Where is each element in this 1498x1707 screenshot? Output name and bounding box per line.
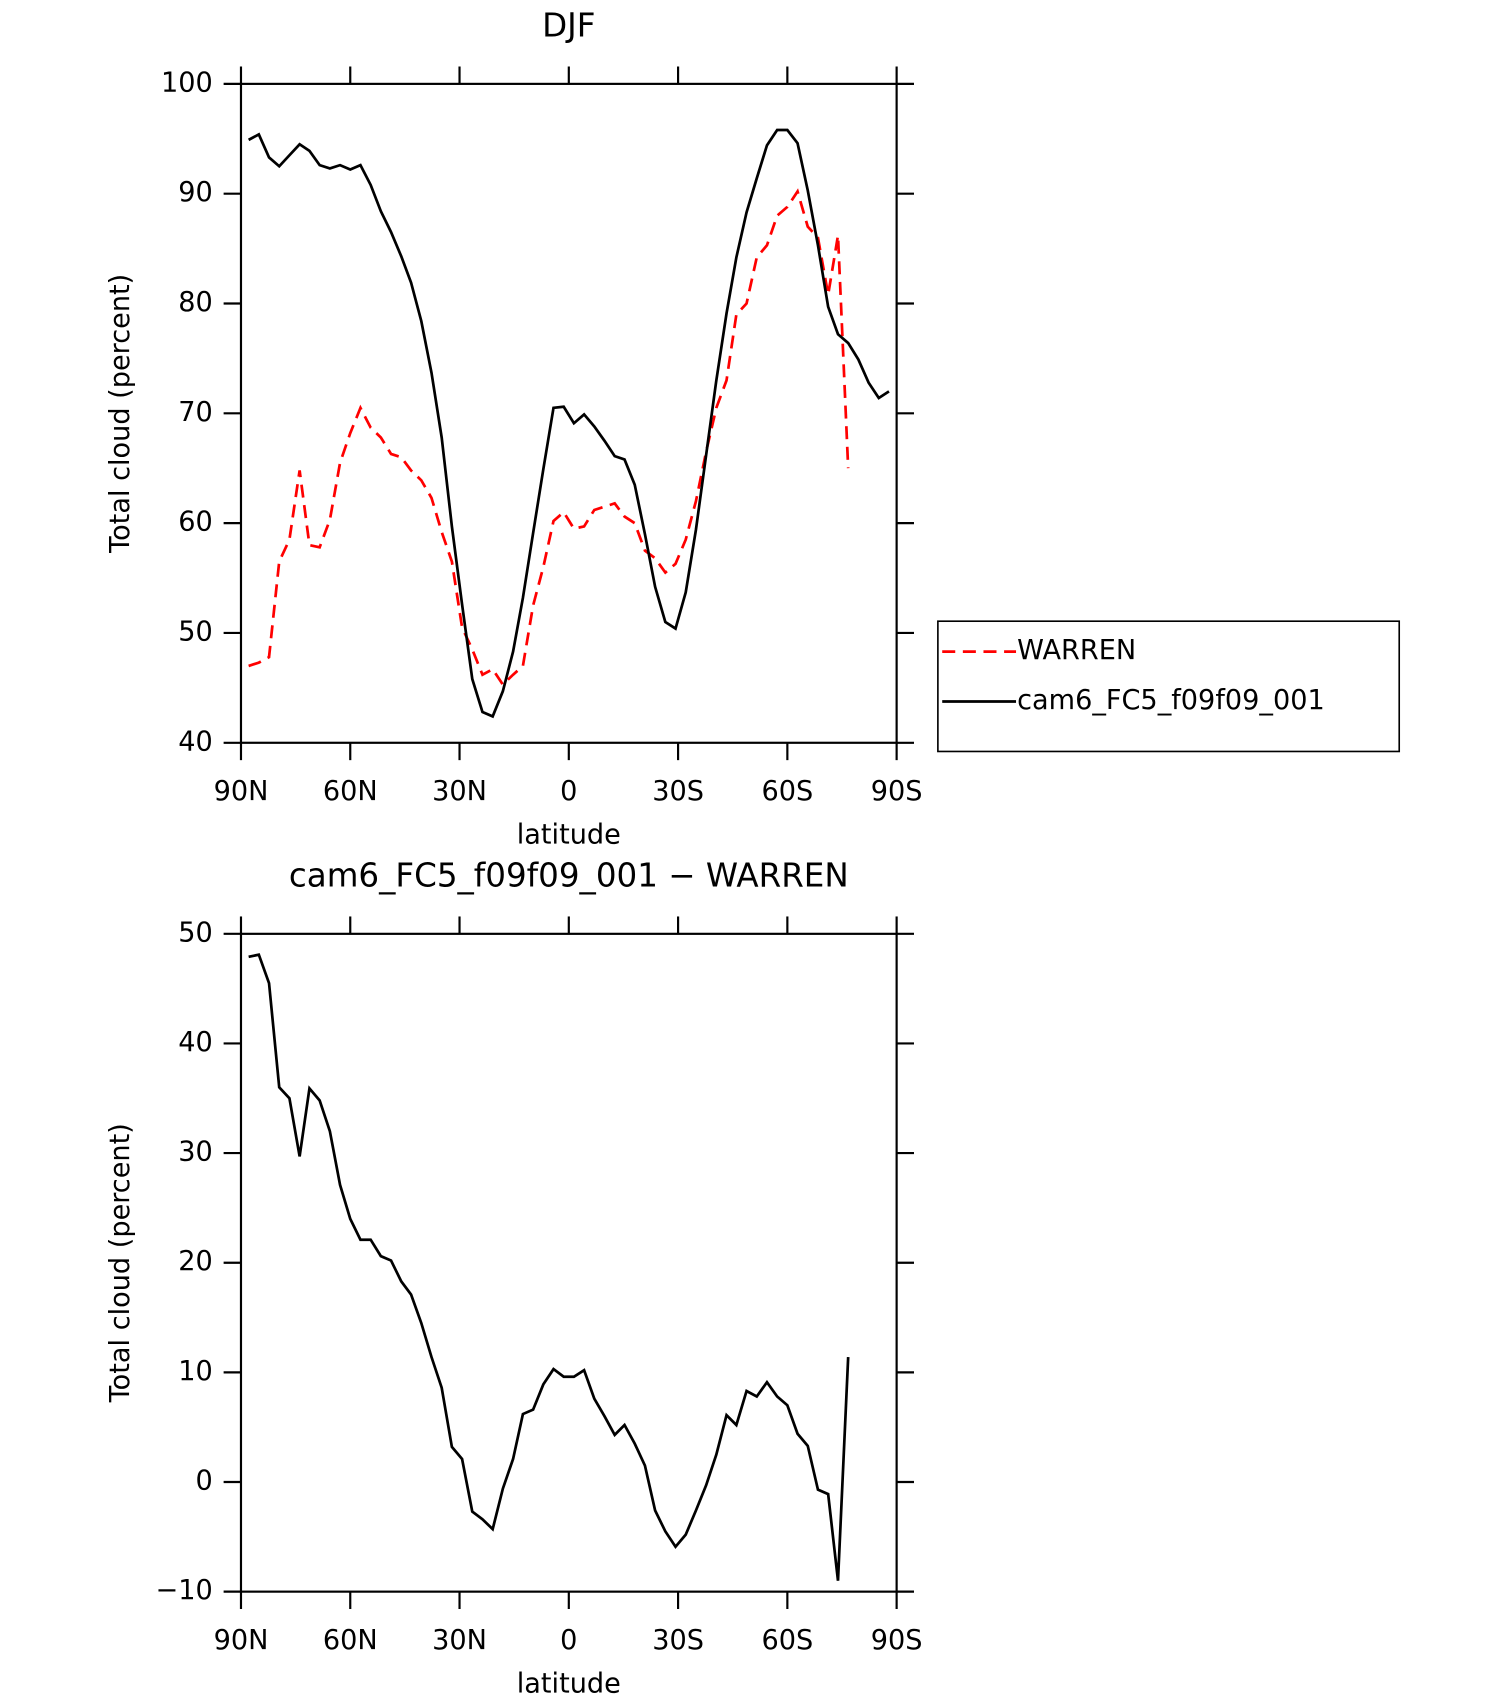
y-tick-label: 0 [195, 1466, 212, 1497]
y-axis-label: Total cloud (percent) [105, 274, 136, 554]
y-tick-label: 50 [178, 917, 213, 948]
x-axis-label: latitude [517, 820, 621, 851]
y-tick-label: 20 [178, 1246, 213, 1277]
y-tick-label: 100 [161, 67, 213, 98]
data-line [248, 953, 850, 1581]
legend-box [937, 620, 1401, 753]
x-tick-label: 90N [214, 1625, 269, 1656]
x-axis-label: latitude [517, 1668, 621, 1699]
y-axis-label: Total cloud (percent) [105, 1123, 136, 1403]
legend-label: cam6_FC5_f09f09_001 [1017, 685, 1325, 716]
y-tick-label: 30 [178, 1137, 213, 1168]
x-tick-label: 0 [560, 1625, 577, 1656]
x-tick-label: 60S [761, 776, 813, 807]
x-tick-label: 30S [652, 776, 704, 807]
y-tick-label: 10 [178, 1356, 213, 1387]
legend-label: WARREN [1017, 635, 1136, 666]
y-tick-label: 60 [178, 507, 213, 538]
x-tick-label: 0 [560, 776, 577, 807]
x-tick-label: 30N [432, 1625, 487, 1656]
x-tick-label: 90S [871, 1625, 923, 1656]
y-tick-label: 80 [178, 287, 213, 318]
y-tick-label: 90 [178, 177, 213, 208]
x-tick-label: 60N [323, 1625, 378, 1656]
data-line [248, 188, 850, 687]
x-tick-label: 90S [871, 776, 923, 807]
x-tick-label: 90N [214, 776, 269, 807]
plot-frame [239, 932, 898, 1593]
y-tick-label: 40 [178, 1027, 213, 1058]
y-tick-label: 50 [178, 616, 213, 647]
x-tick-label: 60S [761, 1625, 813, 1656]
y-tick-label: 40 [178, 726, 213, 757]
x-tick-label: 30N [432, 776, 487, 807]
data-line [247, 128, 890, 719]
chart-title: cam6_FC5_f09f09_001 − WARREN [289, 856, 849, 894]
x-tick-label: 30S [652, 1625, 704, 1656]
x-tick-label: 60N [323, 776, 378, 807]
y-tick-label: −10 [156, 1575, 213, 1606]
chart-title: DJF [542, 6, 595, 44]
y-tick-label: 70 [178, 397, 213, 428]
